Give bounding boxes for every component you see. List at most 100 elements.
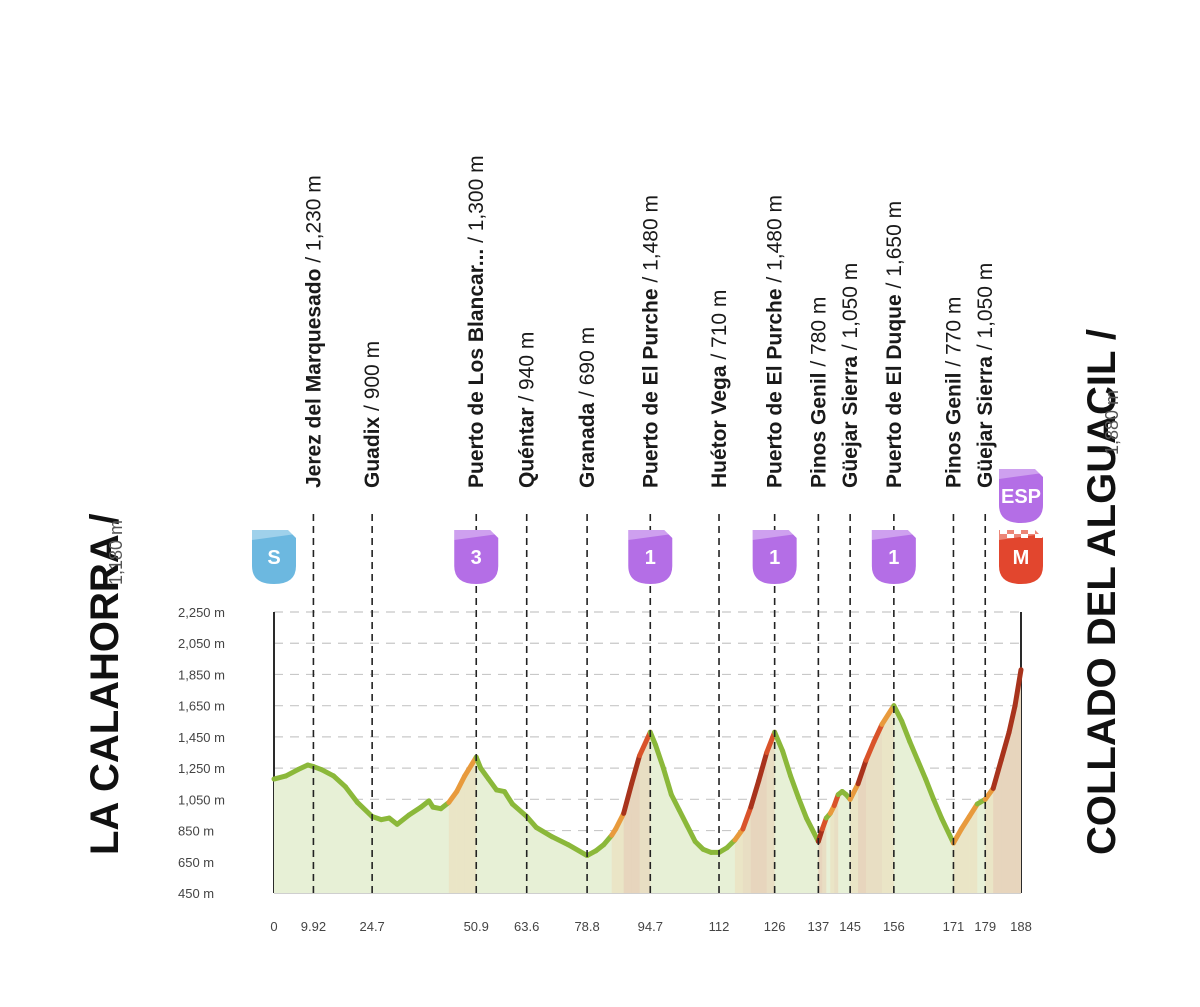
profile-segment [740,804,754,832]
waypoint-name: Puerto de El Purche [639,288,662,488]
waypoint-name: Jerez del Marquesado [302,269,325,488]
waypoint-name: Puerto de El Duque [883,294,906,488]
profile-segment [343,784,360,805]
badge-shape [454,530,499,584]
y-axis-labels: 450 m 650 m 850 m 1,050 m 1,250 m 1,450 m 1,65… [178,605,225,901]
gradient-band [456,775,465,893]
profile-segment [772,729,786,754]
profile-segment [899,718,913,745]
profile-segment [923,776,937,802]
gradient-band [758,752,767,893]
profile-segment [907,739,921,763]
profile-segment [847,781,861,802]
waypoint-altitude: / 900 m [361,341,384,417]
waypoint-label: Jerez del Marquesado / 1,230 m [302,175,325,488]
start-label: LA CALAHORRA / [83,514,127,855]
gradient-band [631,755,640,893]
waypoint-name: Granada [576,402,599,488]
gradient-band [1009,705,1016,893]
profile-segment [454,773,468,795]
profile-segment [795,795,809,821]
gradient-band [734,828,743,893]
x-tick-label: 126 [764,919,786,934]
waypoint-name: Güejar Sierra [839,356,862,488]
badge-fold [628,530,673,540]
x-tick-label: 112 [709,919,730,934]
badge-fold [252,530,296,540]
profile-segment [660,765,674,798]
waypoint-name: Puerto de Los Blancar... [465,249,488,488]
y-tick-label: 1,450 m [178,730,225,745]
gradient-band [834,794,839,893]
profile-segment [462,754,479,779]
badge-label: M [1013,547,1030,569]
waypoint-label: Güejar Sierra / 1,050 m [974,263,997,488]
badge-fold [454,530,499,540]
waypoint-labels: Jerez del Marquesado / 1,230 m Guadix / 9… [302,155,997,488]
badge-shape [871,530,916,584]
x-tick-label: 171 [943,919,965,934]
y-tick-label: 850 m [178,824,214,839]
waypoint-name: Huétor Vega [708,365,731,488]
y-tick-label: 2,250 m [178,605,225,620]
waypoint-label: Puerto de El Duque / 1,650 m [883,201,906,488]
profile-segment [780,748,794,779]
climb-badges: S 3 1 1 1 M ESP [252,469,1043,584]
profile-segment [990,757,1004,791]
badge-label: ESP [1001,486,1041,508]
waypoint-altitude: / 780 m [807,297,830,373]
waypoint-name: Quéntar [516,407,539,488]
profile-segment [684,823,698,844]
profile-segment [788,773,801,801]
gradient-band [850,783,859,893]
profile-segment [756,750,770,784]
waypoint-label: Huétor Vega / 710 m [708,290,731,488]
waypoint-altitude: / 1,230 m [302,175,325,268]
waypoint-label: Granada / 690 m [576,327,599,488]
gradient-band [881,705,894,893]
gradient-band [985,788,994,893]
climb-badge: 1 [628,530,673,584]
waypoint-label: Güejar Sierra / 1,050 m [839,263,862,488]
waypoint-name: Pinos Genil [942,372,965,488]
x-tick-label: 94.7 [638,919,663,934]
waypoint-altitude: / 1,480 m [764,195,787,288]
profile-segment [676,807,690,829]
waypoint-name: Pinos Genil [807,372,830,488]
profile-segment [939,815,956,846]
profile-segment [652,742,666,771]
gradient-band [873,724,882,893]
x-tick-label: 179 [974,919,996,934]
badge-label: 3 [471,547,482,569]
waypoint-altitude: / 1,050 m [839,263,862,356]
gradient-band [1015,669,1021,893]
profile-segment [871,721,885,745]
waypoint-name: Güejar Sierra [974,356,997,488]
waypoint-altitude: / 1,650 m [883,201,906,294]
waypoint-label: Quéntar / 940 m [516,332,539,488]
x-tick-label: 9.92 [301,919,326,934]
gradient-band [639,732,651,893]
gradient-band [969,804,978,893]
waypoint-label: Guadix / 900 m [361,341,384,488]
profile-segment [764,729,778,755]
waypoint-label: Pinos Genil / 770 m [942,297,965,488]
profile-segment [621,781,635,816]
y-tick-label: 1,650 m [178,699,225,714]
badge-checker [1028,530,1035,534]
gradient-band [464,757,477,893]
badge-fold [752,530,797,540]
badge-label: 1 [645,547,656,569]
profile-segment [668,792,682,813]
waypoint-label: Puerto de El Purche / 1,480 m [764,195,787,488]
x-tick-label: 137 [808,919,830,934]
gradient-band [1001,732,1010,893]
start-name: LA CALAHORRA [83,535,127,855]
waypoint-label: Pinos Genil / 780 m [807,297,830,488]
y-tick-label: 1,050 m [178,792,225,807]
climb-badge: 3 [454,530,499,584]
profile-segment [394,812,412,827]
profile-segment [748,778,762,810]
waypoint-altitude: / 940 m [516,332,539,408]
